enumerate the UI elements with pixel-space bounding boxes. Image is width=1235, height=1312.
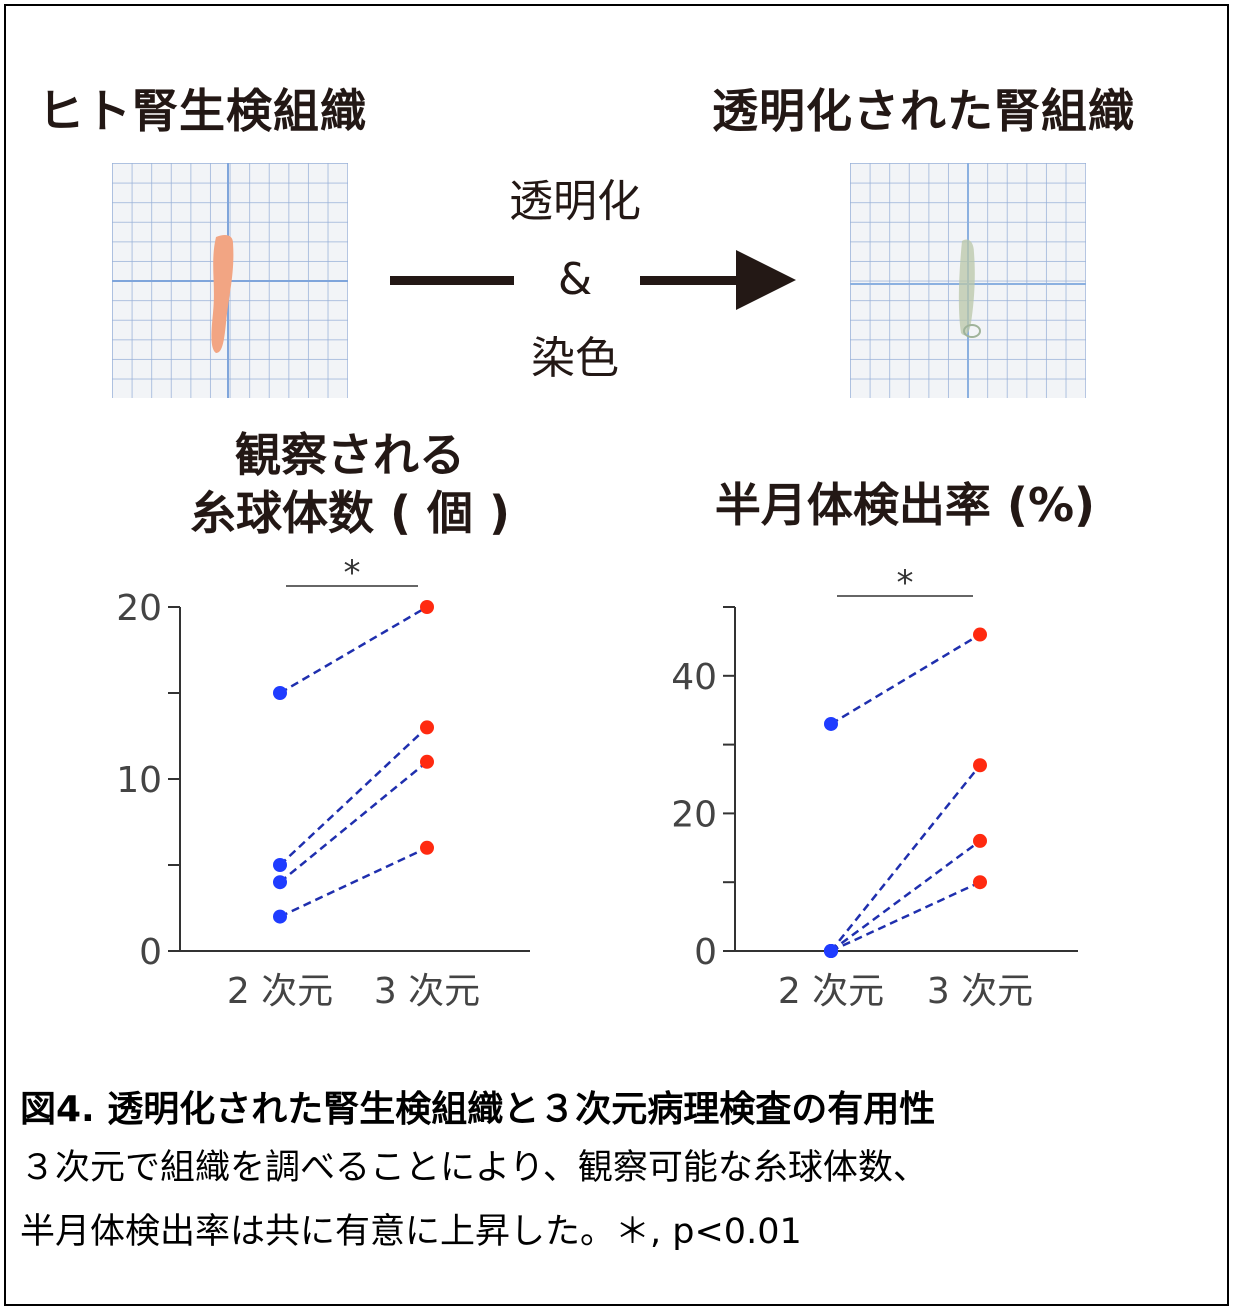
x-tick-label: 2 次元 xyxy=(778,971,884,1012)
paired-line xyxy=(830,764,981,952)
x-tick-label: 3 次元 xyxy=(374,971,480,1012)
significance-marker: * xyxy=(344,553,361,593)
chart-glomeruli-count: 0 10 20 2 次元 3 次元 * xyxy=(116,553,530,1012)
point-2d xyxy=(273,858,287,872)
process-step-staining: 染色 xyxy=(531,333,619,384)
y-tick-label: 40 xyxy=(671,657,717,698)
point-2d xyxy=(824,944,838,958)
chart-title-glomeruli: 観察される 糸球体数 ( 個 ) xyxy=(140,426,560,542)
chart-title-crescent: 半月体検出率 (%) xyxy=(714,478,1096,532)
paired-line xyxy=(279,726,428,866)
y-tick-label: 0 xyxy=(694,932,717,973)
y-tick-label: 20 xyxy=(116,588,162,629)
paired-line xyxy=(830,839,981,953)
caption-title: 図4. 透明化された腎生検組織と３次元病理検査の有用性 xyxy=(20,1089,936,1130)
arrow-right-icon xyxy=(640,250,796,310)
y-tick-label: 20 xyxy=(671,794,717,835)
process-step-and: & xyxy=(557,254,593,305)
process-step-clearing: 透明化 xyxy=(509,176,641,227)
figure-frame xyxy=(4,4,1229,1306)
paired-line xyxy=(830,633,981,726)
point-3d xyxy=(420,600,434,614)
y-tick-label: 0 xyxy=(139,932,162,973)
tissue-sample-image xyxy=(211,235,234,353)
point-2d xyxy=(273,875,287,890)
significance-marker: * xyxy=(897,563,914,603)
point-3d xyxy=(420,754,434,769)
chart-title-glomeruli-line1: 観察される xyxy=(235,428,465,482)
heading-biopsy: ヒト腎生検組織 xyxy=(38,84,367,138)
y-tick-label: 10 xyxy=(116,760,162,801)
point-2d xyxy=(273,686,287,700)
point-3d xyxy=(973,627,987,642)
point-3d xyxy=(420,840,434,855)
biopsy-photo xyxy=(112,163,348,398)
point-3d xyxy=(973,875,987,890)
point-2d xyxy=(824,716,838,731)
chart-title-glomeruli-line2: 糸球体数 ( 個 ) xyxy=(189,486,511,540)
point-3d xyxy=(420,720,434,735)
process-line xyxy=(390,276,514,285)
x-tick-label: 2 次元 xyxy=(227,971,333,1012)
x-tick-label: 3 次元 xyxy=(927,971,1033,1012)
heading-cleared: 透明化された腎組織 xyxy=(712,84,1135,138)
paired-line xyxy=(830,881,981,953)
paired-line xyxy=(279,605,428,695)
cleared-tissue-photo xyxy=(850,163,1086,398)
cleared-sample-image xyxy=(958,239,981,338)
chart-crescent-rate: 0 20 40 2 次元 3 次元 * xyxy=(671,563,1078,1012)
paired-line xyxy=(279,846,428,918)
point-2d xyxy=(273,909,287,924)
paired-line xyxy=(279,760,428,884)
caption-line1: ３次元で組織を調べることにより、観察可能な糸球体数、 xyxy=(20,1148,928,1188)
point-3d xyxy=(973,758,987,773)
caption-line2: 半月体検出率は共に有意に上昇した。＊, p<0.01 xyxy=(20,1212,802,1252)
point-3d xyxy=(973,833,987,848)
